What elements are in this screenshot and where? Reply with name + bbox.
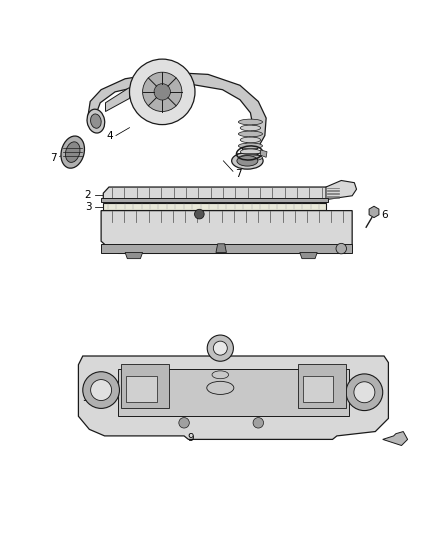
Text: 4: 4 (106, 131, 113, 141)
Bar (127, 376, 157, 402)
Circle shape (354, 382, 375, 403)
Ellipse shape (238, 143, 262, 149)
Polygon shape (383, 432, 408, 446)
Ellipse shape (87, 109, 105, 133)
Ellipse shape (238, 119, 262, 125)
Circle shape (253, 417, 264, 428)
Circle shape (336, 244, 346, 254)
Ellipse shape (240, 125, 261, 131)
Ellipse shape (91, 114, 101, 128)
Bar (303, 376, 333, 402)
Ellipse shape (240, 149, 261, 155)
Ellipse shape (238, 155, 262, 160)
Text: 7: 7 (235, 169, 242, 179)
Circle shape (83, 372, 120, 408)
Ellipse shape (240, 137, 261, 143)
Text: 7: 7 (50, 153, 57, 163)
Polygon shape (106, 87, 130, 111)
Ellipse shape (207, 381, 234, 394)
Circle shape (207, 335, 233, 361)
Circle shape (179, 417, 189, 428)
Text: 6: 6 (381, 210, 388, 220)
Text: 8: 8 (229, 224, 235, 235)
Ellipse shape (237, 156, 258, 166)
Bar (297, 364, 346, 408)
Polygon shape (300, 253, 317, 259)
Ellipse shape (65, 142, 80, 163)
Text: 1: 1 (141, 231, 148, 241)
Polygon shape (88, 72, 266, 157)
Polygon shape (369, 206, 379, 217)
Bar (103, 203, 326, 210)
Bar (121, 364, 169, 408)
Ellipse shape (61, 136, 85, 168)
Ellipse shape (232, 152, 263, 169)
Circle shape (143, 72, 182, 111)
Polygon shape (326, 181, 357, 200)
Bar (101, 198, 328, 202)
Polygon shape (101, 211, 352, 253)
Circle shape (213, 341, 227, 355)
Polygon shape (261, 150, 267, 157)
Bar (101, 244, 352, 253)
Polygon shape (125, 253, 143, 259)
Ellipse shape (238, 131, 262, 137)
Circle shape (346, 374, 383, 410)
Text: 2: 2 (85, 190, 92, 200)
Polygon shape (103, 187, 328, 200)
Ellipse shape (212, 371, 229, 379)
Text: 9: 9 (187, 433, 194, 442)
Bar (118, 369, 349, 416)
Polygon shape (78, 356, 389, 439)
Polygon shape (216, 244, 226, 253)
Circle shape (91, 379, 112, 400)
Circle shape (154, 84, 170, 100)
Circle shape (194, 209, 204, 219)
Text: 5: 5 (82, 393, 89, 403)
Text: 3: 3 (85, 201, 92, 212)
Circle shape (130, 59, 195, 125)
